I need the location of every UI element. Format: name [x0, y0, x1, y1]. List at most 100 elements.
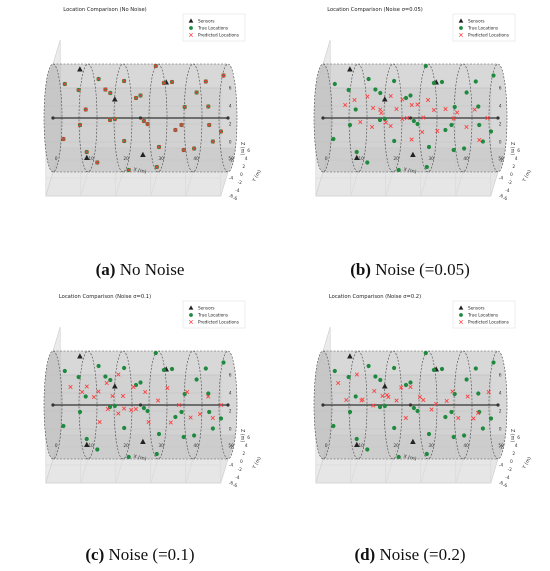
true-location-point — [473, 79, 478, 84]
true-location-point — [392, 78, 397, 84]
z-tick-label: -6 — [229, 481, 234, 487]
y-tick-label: 0 — [510, 172, 513, 178]
x-axis-label: X (m) — [403, 454, 417, 463]
true-location-point — [491, 73, 496, 78]
predicted-location-point — [415, 102, 420, 107]
predicted-location-point — [197, 411, 203, 417]
true-location-point — [153, 350, 158, 356]
predicted-location-point — [120, 393, 126, 399]
predicted-location-point — [210, 415, 215, 421]
predicted-x-stroke — [365, 94, 370, 99]
predicted-x-stroke — [383, 120, 389, 125]
predicted-x-stroke — [400, 97, 405, 102]
x-axis-label: X (m) — [133, 167, 147, 176]
z-tick-label: 4 — [229, 104, 232, 110]
true-location-point — [122, 425, 127, 431]
cylinder-ring — [218, 350, 238, 460]
predicted-x-stroke — [421, 397, 426, 403]
predicted-location-point — [456, 415, 461, 421]
legend-true-icon — [459, 313, 463, 317]
predicted-location-point — [165, 385, 170, 391]
predicted-x-stroke — [456, 415, 461, 421]
predicted-x-stroke — [161, 80, 166, 86]
predicted-x-stroke — [176, 402, 182, 408]
y-tick-label: 2 — [242, 451, 245, 457]
y-tick-label: -4 — [505, 475, 510, 481]
y-tick-label: -2 — [508, 180, 513, 186]
predicted-location-point — [107, 117, 113, 123]
predicted-location-point — [141, 118, 146, 124]
true-location-point — [331, 136, 336, 142]
caption-c: (c) Noise (=0.1) — [5, 545, 275, 565]
predicted-x-stroke — [122, 138, 127, 144]
predicted-x-stroke — [165, 385, 170, 391]
predicted-location-point — [336, 380, 341, 386]
y-tick-label: 6 — [517, 435, 520, 441]
true-location-point — [76, 374, 81, 380]
predicted-location-point — [369, 124, 375, 130]
predicted-x-stroke — [443, 106, 448, 112]
chart-title: Location Comparison (No Noise) — [63, 7, 146, 13]
true-location-point — [488, 129, 494, 134]
predicted-location-point — [153, 63, 158, 69]
true-location-point — [431, 367, 436, 373]
predicted-location-point — [122, 78, 127, 84]
sensor-point — [382, 383, 388, 389]
true-location-point — [154, 451, 159, 457]
predicted-location-point — [385, 392, 390, 398]
sensor-point — [77, 353, 83, 359]
predicted-location-point — [344, 397, 349, 403]
z-tick-label: -4 — [499, 176, 504, 182]
predicted-location-point — [455, 110, 460, 115]
predicted-location-point — [371, 105, 376, 111]
true-location-point — [423, 350, 428, 356]
z-tick-label: 2 — [499, 409, 502, 415]
legend-label: True Locations — [467, 26, 498, 31]
predicted-location-point — [133, 406, 138, 412]
true-location-point — [108, 377, 113, 383]
predicted-location-point — [380, 393, 385, 399]
true-location-point — [462, 433, 467, 438]
predicted-x-stroke — [420, 129, 425, 135]
predicted-location-point — [451, 116, 456, 121]
true-location-point — [353, 107, 358, 112]
predicted-location-point — [131, 384, 136, 390]
true-location-point — [194, 377, 199, 382]
predicted-location-point — [431, 107, 436, 113]
predicted-x-stroke — [380, 393, 385, 399]
z-tick-label: 0 — [229, 427, 232, 433]
predicted-x-stroke — [126, 167, 131, 173]
predicted-x-stroke — [169, 79, 175, 85]
predicted-x-stroke — [385, 392, 390, 398]
predicted-x-stroke — [210, 415, 215, 421]
predicted-location-point — [218, 129, 224, 134]
predicted-x-stroke — [485, 115, 490, 121]
predicted-location-point — [399, 385, 404, 390]
true-location-point — [62, 368, 67, 374]
true-location-point — [112, 403, 117, 409]
axis-point — [51, 116, 55, 120]
sensor-point — [84, 154, 90, 160]
z-axis-label: Z (m) — [239, 142, 245, 155]
z-tick-label: 2 — [229, 409, 232, 415]
y-tick-label: -4 — [235, 475, 240, 481]
predicted-x-stroke — [116, 372, 121, 377]
true-location-point — [353, 394, 358, 399]
predicted-x-stroke — [80, 389, 85, 395]
predicted-location-point — [76, 87, 81, 93]
true-location-point — [396, 167, 401, 173]
true-location-point — [347, 409, 353, 415]
predicted-x-stroke — [77, 122, 83, 128]
predicted-x-stroke — [96, 76, 101, 82]
legend-box — [452, 13, 516, 42]
predicted-x-stroke — [104, 380, 109, 386]
predicted-location-point — [472, 107, 477, 112]
y-tick-label: 4 — [515, 443, 518, 449]
axis-point — [138, 403, 143, 407]
caption-b-letter: (b) — [350, 260, 371, 279]
predicted-x-stroke — [182, 104, 187, 110]
predicted-x-stroke — [352, 97, 357, 103]
true-location-point — [365, 160, 370, 165]
y-axis-label: Y (m) — [521, 456, 533, 471]
predicted-x-stroke — [110, 393, 115, 399]
